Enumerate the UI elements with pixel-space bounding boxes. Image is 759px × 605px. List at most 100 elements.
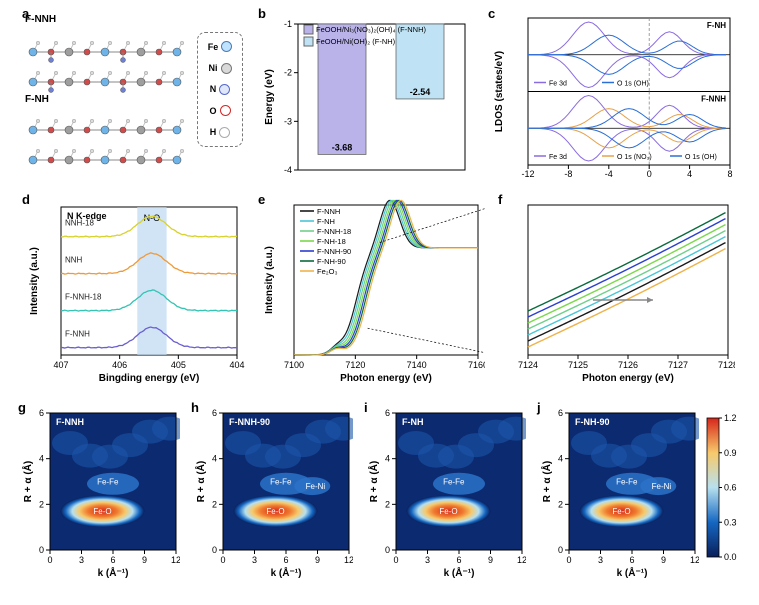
svg-text:8: 8	[727, 169, 732, 179]
svg-text:R + α (Å): R + α (Å)	[540, 461, 553, 502]
svg-text:F-NH-18: F-NH-18	[317, 237, 346, 246]
svg-text:0: 0	[212, 545, 217, 555]
svg-text:FeOOH/Ni₃(NO₃)₂(OH)₄ (F-NNH): FeOOH/Ni₃(NO₃)₂(OH)₄ (F-NNH)	[316, 25, 426, 34]
svg-text:Bingding energy (eV): Bingding energy (eV)	[99, 373, 200, 384]
svg-text:6: 6	[629, 555, 634, 565]
svg-text:F-NNH: F-NNH	[65, 330, 90, 339]
svg-text:F-NNH: F-NNH	[56, 417, 84, 427]
panel-g-wavelet: F-NNHFe-OFe-Fe0369120246k (Å⁻¹)R + α (Å)	[20, 405, 180, 580]
svg-text:-1: -1	[284, 19, 292, 29]
svg-text:2: 2	[39, 499, 44, 509]
svg-text:6: 6	[110, 555, 115, 565]
svg-text:0: 0	[220, 555, 225, 565]
svg-text:Fe-O: Fe-O	[266, 507, 284, 516]
svg-text:Fe-O: Fe-O	[612, 507, 630, 516]
svg-text:2: 2	[558, 499, 563, 509]
svg-text:3: 3	[425, 555, 430, 565]
svg-text:LDOS (states/eV): LDOS (states/eV)	[494, 51, 505, 132]
svg-text:7126: 7126	[618, 360, 638, 370]
svg-text:6: 6	[456, 555, 461, 565]
svg-text:-3.68: -3.68	[332, 142, 353, 152]
panel-c-ldos: F-NHFe 3dO 1s (OH)F-NNHFe 3dO 1s (NO₃)O …	[490, 10, 735, 180]
panel-b-barchart: -1-2-3-4Energy (eV)-3.68-2.54FeOOH/Ni₃(N…	[260, 10, 470, 180]
svg-text:-2: -2	[284, 68, 292, 78]
svg-text:F-NH: F-NH	[402, 417, 424, 427]
svg-text:Fe₂O₃: Fe₂O₃	[317, 267, 338, 276]
svg-text:Fe-O: Fe-O	[93, 507, 111, 516]
svg-text:405: 405	[171, 360, 186, 370]
svg-text:Fe-Fe: Fe-Fe	[97, 478, 119, 487]
svg-text:2: 2	[212, 499, 217, 509]
svg-text:7120: 7120	[345, 360, 365, 370]
svg-text:2: 2	[385, 499, 390, 509]
panel-a-lattice-fnh	[25, 110, 190, 178]
panel-a-atom-legend: FeNiNOH	[197, 32, 243, 147]
svg-text:Intensity (a.u.): Intensity (a.u.)	[29, 247, 40, 315]
svg-text:12: 12	[171, 555, 180, 565]
svg-text:7160: 7160	[468, 360, 485, 370]
panel-j-wavelet: F-NH-90Fe-OFe-FeFe-Ni0369120246k (Å⁻¹)R …	[539, 405, 699, 580]
svg-text:Fe 3d: Fe 3d	[549, 81, 567, 88]
svg-text:3: 3	[252, 555, 257, 565]
svg-text:Fe-Ni: Fe-Ni	[652, 482, 672, 491]
panel-f-xanes-zoom: 71247125712671277128Photon energy (eV)	[500, 195, 735, 385]
svg-text:7100: 7100	[284, 360, 304, 370]
svg-text:F-NNH-90: F-NNH-90	[317, 247, 351, 256]
svg-text:0: 0	[558, 545, 563, 555]
svg-text:-4: -4	[605, 169, 613, 179]
svg-text:0.9: 0.9	[724, 448, 737, 458]
svg-text:6: 6	[283, 555, 288, 565]
svg-text:0: 0	[647, 169, 652, 179]
svg-text:406: 406	[112, 360, 127, 370]
svg-text:Fe-Fe: Fe-Fe	[616, 478, 638, 487]
svg-text:F-NH: F-NH	[317, 217, 335, 226]
svg-text:6: 6	[558, 408, 563, 418]
svg-text:NNH-18: NNH-18	[65, 219, 94, 228]
svg-text:R + α (Å): R + α (Å)	[194, 461, 207, 502]
panel-a-lattice-fnnh	[25, 32, 190, 100]
svg-text:Fe-O: Fe-O	[439, 507, 457, 516]
svg-text:F-NNH: F-NNH	[317, 207, 340, 216]
svg-text:k (Å⁻¹): k (Å⁻¹)	[271, 566, 302, 579]
svg-text:404: 404	[229, 360, 244, 370]
wavelet-colorbar: 0.00.30.60.91.2	[705, 412, 743, 577]
svg-text:12: 12	[517, 555, 526, 565]
svg-text:F-NNH-90: F-NNH-90	[229, 417, 270, 427]
svg-text:k (Å⁻¹): k (Å⁻¹)	[98, 566, 129, 579]
panel-a-title-top: F-NNH	[25, 14, 56, 25]
svg-text:0.6: 0.6	[724, 483, 737, 493]
svg-text:O 1s (OH): O 1s (OH)	[617, 81, 649, 88]
svg-text:F-NNH-18: F-NNH-18	[65, 293, 102, 302]
svg-text:4: 4	[558, 454, 563, 464]
svg-text:O 1s (NO₃): O 1s (NO₃)	[617, 154, 652, 161]
svg-text:9: 9	[661, 555, 666, 565]
svg-text:-2.54: -2.54	[410, 87, 431, 97]
svg-text:1.2: 1.2	[724, 413, 737, 423]
svg-text:6: 6	[39, 408, 44, 418]
panel-i-wavelet: F-NHFe-OFe-Fe0369120246k (Å⁻¹)R + α (Å)	[366, 405, 526, 580]
svg-text:6: 6	[385, 408, 390, 418]
svg-text:0.0: 0.0	[724, 552, 737, 562]
svg-text:12: 12	[690, 555, 699, 565]
panel-d-xps: N-ON K-edgeNNH-18NNHF-NNH-18F-NNH4074064…	[25, 195, 245, 385]
panel-a: F-NNH F-NH FeNiNOH	[25, 10, 245, 180]
svg-text:3: 3	[79, 555, 84, 565]
svg-text:7125: 7125	[568, 360, 588, 370]
svg-text:3: 3	[598, 555, 603, 565]
svg-text:F-NNH: F-NNH	[701, 95, 726, 104]
svg-text:Fe-Ni: Fe-Ni	[306, 482, 326, 491]
svg-text:9: 9	[142, 555, 147, 565]
svg-text:-4: -4	[284, 165, 292, 175]
svg-text:6: 6	[212, 408, 217, 418]
panel-h-wavelet: F-NNH-90Fe-OFe-FeFe-Ni0369120246k (Å⁻¹)R…	[193, 405, 353, 580]
svg-text:k (Å⁻¹): k (Å⁻¹)	[617, 566, 648, 579]
panel-a-title-bot: F-NH	[25, 94, 49, 105]
svg-text:F-NH-90: F-NH-90	[317, 257, 346, 266]
svg-text:Fe-Fe: Fe-Fe	[270, 478, 292, 487]
svg-text:9: 9	[488, 555, 493, 565]
svg-text:0: 0	[39, 545, 44, 555]
svg-text:O 1s (OH): O 1s (OH)	[685, 154, 717, 161]
svg-text:F-NNH-18: F-NNH-18	[317, 227, 351, 236]
svg-text:-3: -3	[284, 116, 292, 126]
svg-text:7127: 7127	[668, 360, 688, 370]
